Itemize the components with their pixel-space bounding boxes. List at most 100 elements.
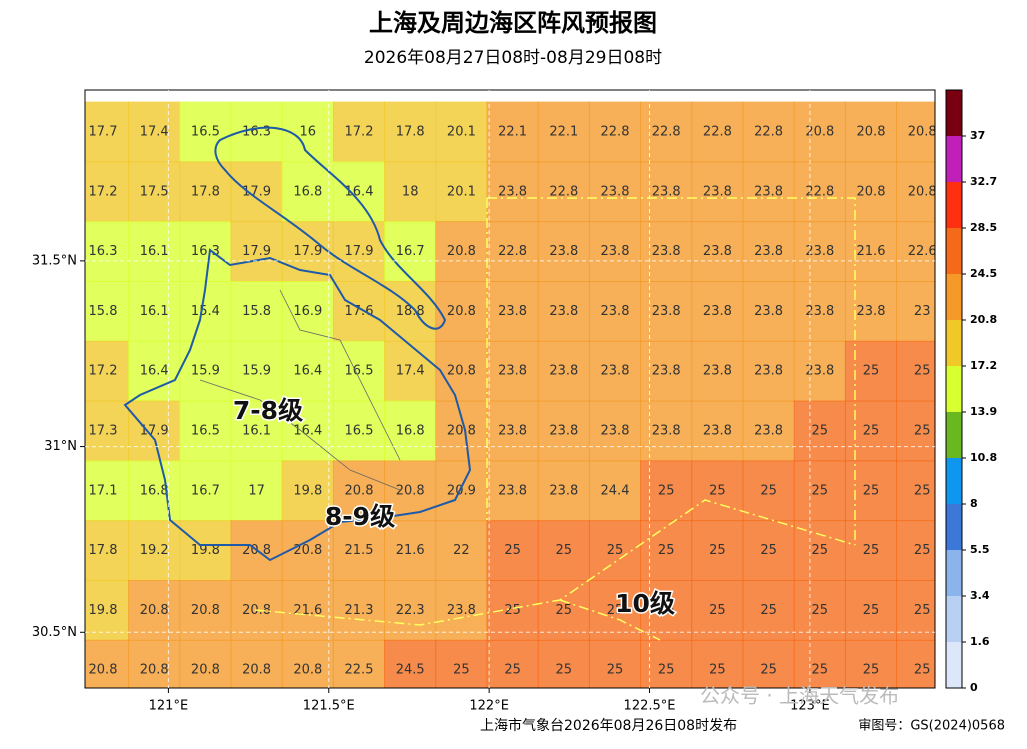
issuer: 上海市气象台2026年08月26日08时发布: [480, 717, 737, 734]
gust-cell: [691, 281, 744, 342]
gust-cell: [793, 520, 846, 581]
gust-value: 23.8: [498, 364, 527, 379]
gust-value: 20.8: [89, 663, 118, 678]
gust-value: 25: [760, 483, 777, 498]
gust-value: 23.8: [652, 364, 681, 379]
colorbar-label: 5.5: [970, 543, 990, 556]
zone-boundary: [254, 197, 856, 641]
gust-value: 25: [607, 603, 624, 618]
gust-value: 16.4: [293, 424, 322, 439]
gust-value: 20.8: [140, 603, 169, 618]
gust-cell: [742, 101, 795, 163]
gust-cell: [128, 520, 181, 581]
gust-value: 25: [709, 603, 726, 618]
gust-cell: [844, 161, 898, 223]
gust-value: 15.4: [191, 304, 220, 319]
gust-cell: [588, 400, 642, 462]
gust-value: 23.8: [652, 244, 681, 259]
gust-value: 23.8: [703, 304, 732, 319]
y-tick-label: 30.5°N: [32, 625, 77, 640]
gust-cell: [179, 221, 232, 282]
gust-cell: [588, 580, 642, 641]
gust-cell: [896, 221, 935, 282]
gust-cell: [537, 400, 590, 462]
x-tick-label: 121°E: [149, 699, 189, 714]
colorbar-segment: [946, 182, 962, 228]
gust-value: 20.8: [191, 603, 220, 618]
subtitle: 2026年08月27日08时-08月29日08时: [364, 48, 662, 68]
gust-cell: [896, 340, 935, 402]
gust-cell: [128, 101, 181, 163]
x-tick-label: 122°E: [469, 699, 509, 714]
gust-value: 16: [300, 125, 317, 140]
gust-cell: [128, 221, 181, 282]
gust-value: 23.8: [805, 244, 834, 259]
gust-value: 16.3: [89, 244, 118, 259]
gust-value: 16.5: [191, 424, 220, 439]
gust-cell: [85, 639, 130, 688]
gust-value: 23.8: [549, 424, 578, 439]
gust-value: 23.8: [754, 304, 783, 319]
gust-value: 23.8: [498, 424, 527, 439]
gust-cell: [537, 639, 590, 688]
gust-cell: [640, 101, 693, 163]
gust-cell: [486, 520, 539, 581]
gust-value: 25: [760, 663, 777, 678]
colorbar-segment: [946, 136, 962, 182]
gust-cell: [85, 460, 130, 522]
gust-value: 20.8: [447, 424, 476, 439]
gust-cell: [281, 161, 334, 223]
gust-cell: [435, 340, 488, 402]
gust-cell: [332, 161, 386, 223]
gust-value: 25: [863, 543, 880, 558]
colorbar-segment: [946, 228, 962, 274]
gust-cell: [128, 340, 181, 402]
gust-value: 25: [812, 543, 829, 558]
gust-cell: [281, 639, 334, 688]
gust-cell: [332, 400, 386, 462]
gust-cell: [230, 221, 283, 282]
gust-cell: [384, 221, 437, 282]
gust-value: 20.8: [908, 125, 937, 140]
gust-value: 16.1: [242, 424, 271, 439]
gust-value: 23.8: [652, 184, 681, 199]
gust-cell: [281, 580, 334, 641]
gust-cell: [230, 639, 283, 688]
colorbar-label: 37: [970, 129, 985, 142]
gust-value: 23.8: [754, 184, 783, 199]
gust-cell: [179, 340, 232, 402]
gust-cell: [435, 221, 488, 282]
gust-cell: [793, 639, 846, 688]
gust-cell: [742, 580, 795, 641]
gust-cell: [128, 580, 181, 641]
gust-cell: [896, 281, 935, 342]
gust-cell: [691, 460, 744, 522]
gust-cell: [281, 460, 334, 522]
gust-cell: [384, 101, 437, 163]
gust-value: 17.4: [396, 364, 425, 379]
colorbar-label: 10.8: [970, 451, 997, 464]
gust-cell: [844, 101, 898, 163]
colorbar: 0 1.6 3.4 5.5 8 10.8 13.9 17.2 20.8 24.5 28.5 32.7 3…: [945, 89, 997, 694]
gust-cell: [742, 400, 795, 462]
gust-cell: [537, 460, 590, 522]
gust-cell: [486, 221, 539, 282]
colorbar-segment: [946, 320, 962, 366]
gust-value: 22.8: [754, 125, 783, 140]
gust-cell: [435, 400, 488, 462]
gust-value: 25: [760, 543, 777, 558]
gust-cell: [742, 520, 795, 581]
gust-cell: [384, 639, 437, 688]
gust-cell: [691, 101, 744, 163]
gust-value: 22.1: [549, 125, 578, 140]
gust-cell: [128, 460, 181, 522]
gust-cell: [85, 281, 130, 342]
gust-cell: [85, 101, 130, 163]
gust-cell: [640, 639, 693, 688]
gust-value: 20.8: [447, 244, 476, 259]
colorbar-label: 17.2: [970, 359, 997, 372]
gust-value: 25: [812, 603, 829, 618]
gust-cell: [537, 281, 590, 342]
colorbar-segment: [946, 458, 962, 504]
